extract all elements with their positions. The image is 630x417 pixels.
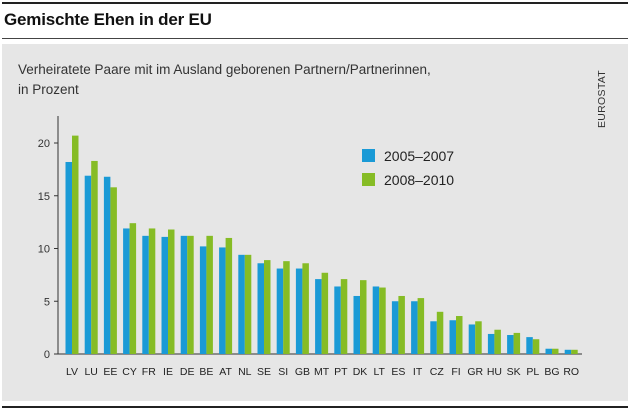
bar-lv-series-1 <box>65 161 72 354</box>
x-tick-label: DK <box>353 366 368 378</box>
x-tick-label: SK <box>507 366 521 378</box>
y-tick-label: 20 <box>38 138 50 150</box>
x-tick-label: FI <box>451 366 460 378</box>
chart-subtitle: in Prozent <box>18 82 79 97</box>
x-tick-label: AT <box>219 366 232 378</box>
bottom-rule <box>2 406 628 408</box>
y-tick-label: 5 <box>44 296 50 308</box>
bar-hu-series-2 <box>494 329 501 354</box>
bar-at-series-1 <box>219 247 226 354</box>
x-tick-label: ES <box>391 366 405 378</box>
x-tick-label: SE <box>257 366 271 378</box>
bar-ro-series-2 <box>571 349 578 354</box>
bar-cz-series-2 <box>436 311 444 354</box>
header-divider <box>2 38 628 39</box>
bar-cz-series-1 <box>430 321 437 354</box>
bar-sk-series-2 <box>513 332 521 354</box>
bar-es-series-2 <box>398 295 405 354</box>
bar-ee-series-1 <box>103 176 111 354</box>
bar-it-series-2 <box>417 298 425 354</box>
bar-ro-series-1 <box>564 349 572 354</box>
bar-lt-series-1 <box>372 286 380 354</box>
x-tick-label: NL <box>238 366 252 378</box>
bar-gr-series-1 <box>468 324 476 354</box>
bar-pt-series-1 <box>334 286 341 354</box>
page-title: Gemischte Ehen in der EU <box>4 10 212 29</box>
x-tick-label: CZ <box>430 366 445 378</box>
bar-ie-series-2 <box>168 229 175 354</box>
x-tick-label: RO <box>563 366 579 378</box>
bar-mt-series-1 <box>315 279 322 354</box>
bar-cy-series-2 <box>129 223 137 354</box>
x-tick-label: IT <box>413 366 423 378</box>
bar-de-series-2 <box>187 235 194 354</box>
bar-ee-series-2 <box>110 187 117 354</box>
legend-swatch-series-2 <box>362 173 375 186</box>
bar-fr-series-1 <box>142 235 149 354</box>
legend-label-series-1: 2005–2007 <box>384 148 454 164</box>
bar-se-series-1 <box>257 263 264 354</box>
bar-mt-series-2 <box>321 272 329 354</box>
chart-title-block: Verheiratete Paare mit im Ausland gebore… <box>18 60 498 100</box>
bar-pt-series-2 <box>340 279 348 354</box>
chart-title: Verheiratete Paare mit im Ausland gebore… <box>18 62 431 77</box>
bar-es-series-1 <box>391 301 399 354</box>
x-tick-label: PL <box>526 366 539 378</box>
y-tick-label: 15 <box>38 191 50 203</box>
y-tick-label: 10 <box>38 244 50 256</box>
bar-at-series-2 <box>225 237 233 354</box>
bar-be-series-2 <box>206 235 213 354</box>
x-tick-label: MT <box>314 366 330 378</box>
x-tick-label: GR <box>467 366 483 378</box>
bar-fi-series-1 <box>449 320 456 354</box>
legend-swatch-series-1 <box>362 149 375 162</box>
y-tick-label: 0 <box>44 349 50 361</box>
bar-gr-series-2 <box>475 321 482 354</box>
bar-nl-series-2 <box>244 254 252 354</box>
x-tick-label: BG <box>544 366 559 378</box>
bar-ie-series-1 <box>161 236 168 354</box>
top-rule <box>2 2 628 4</box>
bar-gb-series-1 <box>295 268 303 354</box>
x-tick-label: CY <box>122 366 137 378</box>
bar-de-series-1 <box>180 235 188 354</box>
bar-pl-series-1 <box>526 337 533 354</box>
bar-se-series-2 <box>264 260 271 354</box>
bar-lu-series-2 <box>91 160 98 354</box>
bar-bg-series-1 <box>545 348 552 354</box>
x-tick-label: IE <box>163 366 173 378</box>
x-tick-label: LT <box>373 366 385 378</box>
x-tick-label: HU <box>487 366 502 378</box>
x-tick-label: LV <box>66 366 78 378</box>
bar-cy-series-1 <box>123 228 130 354</box>
x-tick-label: EE <box>103 366 117 378</box>
bar-nl-series-1 <box>238 254 245 354</box>
bar-gb-series-2 <box>302 263 309 354</box>
x-tick-label: FR <box>142 366 156 378</box>
x-tick-label: SI <box>278 366 288 378</box>
bar-sk-series-1 <box>507 335 514 354</box>
bar-si-series-2 <box>283 261 290 354</box>
bar-hu-series-1 <box>487 333 495 354</box>
bar-lu-series-1 <box>84 175 92 354</box>
x-tick-label: PT <box>334 366 348 378</box>
bar-bg-series-2 <box>552 348 559 354</box>
bar-dk-series-1 <box>353 295 360 354</box>
bar-pl-series-2 <box>532 339 540 354</box>
x-tick-label: LU <box>84 366 97 378</box>
legend-label-series-2: 2008–2010 <box>384 172 454 188</box>
x-tick-label: BE <box>199 366 213 378</box>
bar-dk-series-2 <box>360 280 367 354</box>
x-tick-label: DE <box>180 366 195 378</box>
bar-be-series-1 <box>199 246 207 354</box>
bar-si-series-1 <box>276 268 284 354</box>
bar-lt-series-2 <box>379 287 386 354</box>
x-tick-label: GB <box>295 366 310 378</box>
bar-fi-series-2 <box>456 316 463 354</box>
bar-it-series-1 <box>411 301 418 354</box>
bar-fr-series-2 <box>148 228 156 354</box>
bar-lv-series-2 <box>72 135 79 354</box>
